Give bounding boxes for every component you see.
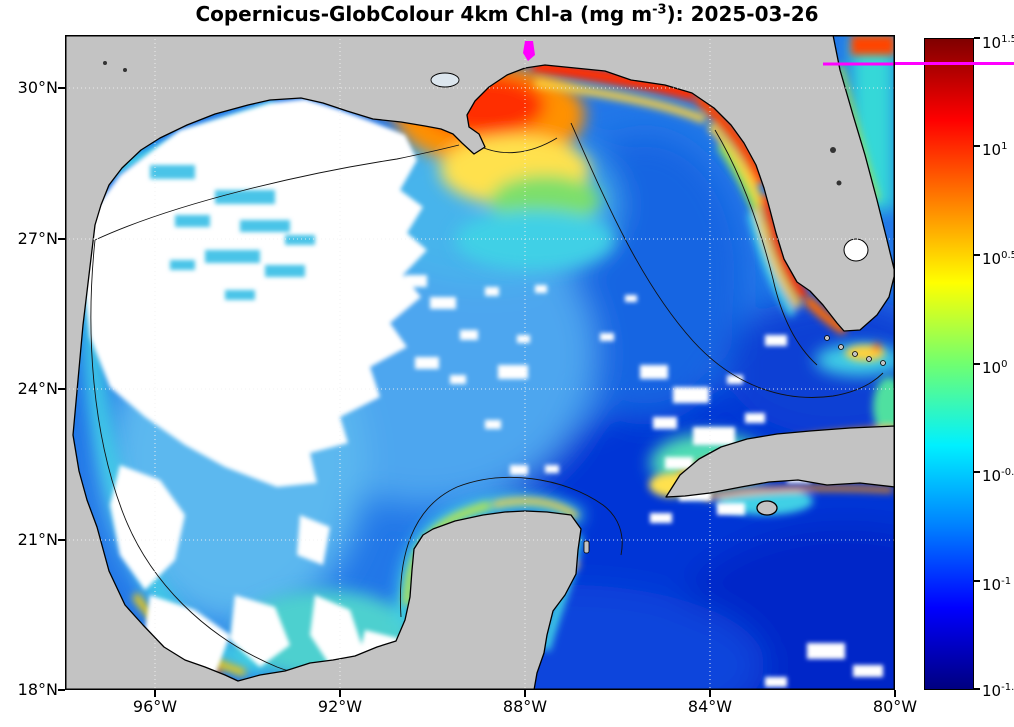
isle-of-youth [756,500,778,516]
x-tick-mark [339,690,341,697]
colorbar-tick-label: 100.5 [982,250,1014,268]
north-america-landmass [65,35,895,690]
title-superscript: -3 [652,2,667,18]
lake-okeechobee [843,238,869,262]
colorbar [924,38,974,690]
colorbar-tick-mark [974,254,980,256]
magenta-annotation-layer [523,41,895,66]
cuba-landmass [665,425,895,498]
x-tick-96w: 96°W [132,697,178,716]
x-tick-mark [709,690,711,697]
colorbar-tick-label: 100 [982,359,1008,377]
x-tick-mark [894,690,896,697]
y-tick-24n: 24°N [17,379,58,398]
cloud-gap-water-layer [150,165,315,300]
y-tick-mark [58,539,65,541]
colorbar-tick-mark [974,363,980,365]
plot-border [65,35,895,690]
colorbar-tick-mark [974,145,980,147]
x-tick-80w: 80°W [872,697,918,716]
x-tick-92w: 92°W [317,697,363,716]
x-tick-mark [154,690,156,697]
colorbar-gradient [925,39,973,689]
y-tick-mark [58,238,65,240]
x-tick-88w: 88°W [502,697,548,716]
title-suffix: ): 2025-03-26 [666,2,819,26]
colorbar-tick-mark [974,37,980,39]
x-tick-mark [524,690,526,697]
y-tick-30n: 30°N [17,78,58,97]
lake-layer [103,61,869,262]
colorbar-tick-mark [974,471,980,473]
colorbar-tick-label: 101 [982,141,1008,159]
cozumel-island [583,540,590,554]
gulf-map-graphic [65,35,895,690]
map-plot-area [65,35,895,690]
colorbar-tick-mark [974,580,980,582]
lake-pontchartrain [430,72,460,88]
colorbar-tick-label: 10-1.5 [982,682,1014,700]
y-tick-18n: 18°N [17,680,58,699]
y-tick-mark [58,388,65,390]
y-tick-mark [58,87,65,89]
title-prefix: Copernicus-GlobColour 4km Chl-a (mg m [195,2,653,26]
y-tick-27n: 27°N [17,229,58,248]
figure-title: Copernicus-GlobColour 4km Chl-a (mg m-3)… [0,2,1014,26]
colorbar-tick-label: 101.5 [982,34,1014,52]
colorbar-tick-label: 10-0.5 [982,467,1014,485]
colorbar-tick-label: 10-1 [982,576,1012,594]
y-tick-21n: 21°N [17,530,58,549]
x-tick-84w: 84°W [687,697,733,716]
y-tick-mark [58,689,65,691]
land-layer [65,35,895,690]
magenta-coastal-patch [523,41,535,61]
magenta-marker-line-extension [895,62,1014,65]
colorbar-tick-mark [974,688,980,690]
